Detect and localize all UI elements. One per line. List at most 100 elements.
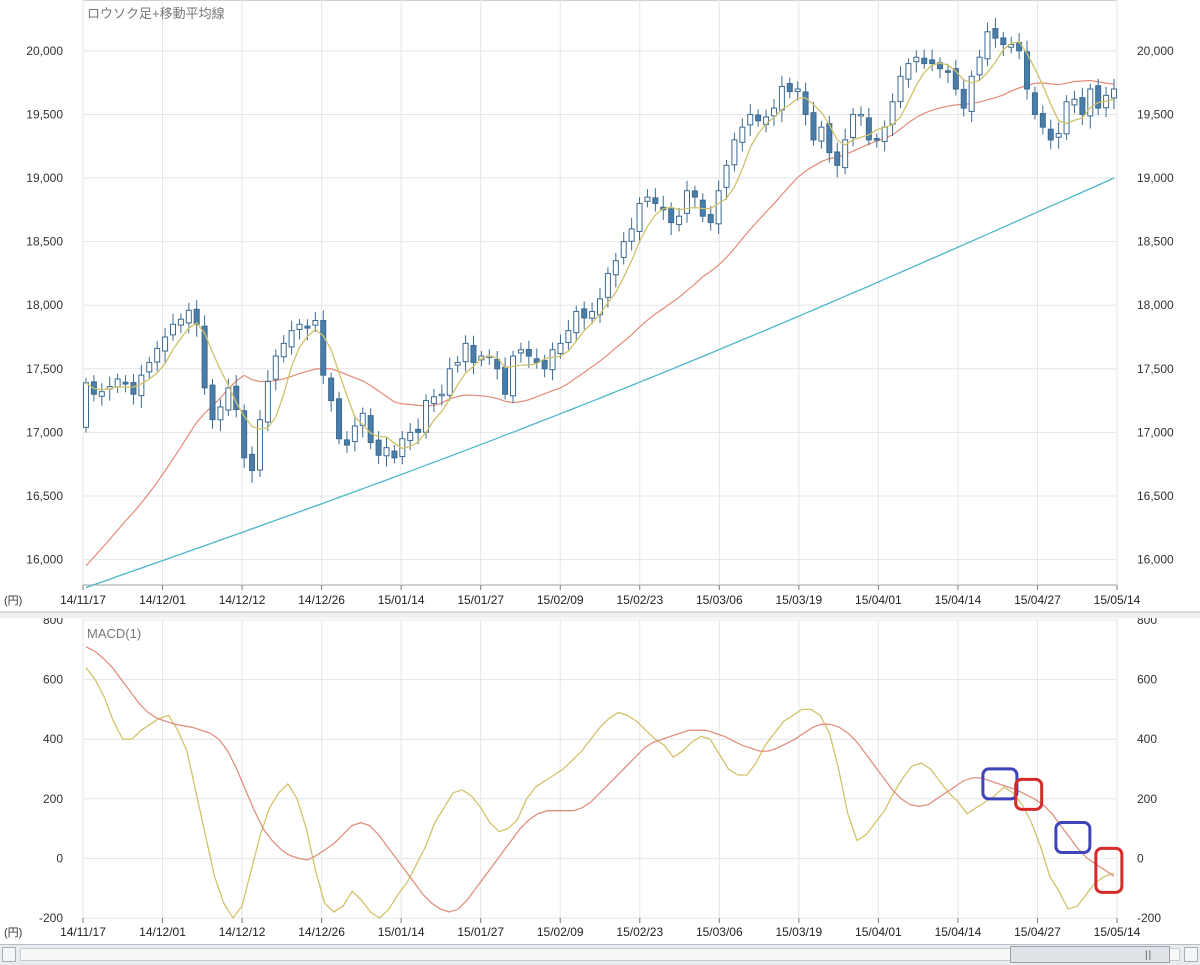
macd-xtick-label: 15/05/14 <box>1094 925 1141 939</box>
macd-ytick-right: 200 <box>1137 792 1157 806</box>
macd-ytick-left: -200 <box>39 911 63 925</box>
horizontal-scrollbar[interactable]: || <box>0 944 1200 965</box>
candle-body <box>921 57 928 65</box>
candle-body <box>770 107 777 117</box>
price-ytick-left: 19,500 <box>26 107 63 121</box>
candle-body <box>130 382 137 395</box>
candle-body <box>98 391 105 397</box>
candle-body <box>415 428 422 433</box>
macd-title: MACD(1) <box>87 626 141 641</box>
macd-ytick-left: 0 <box>56 851 63 865</box>
price-xtick-label: 14/12/26 <box>298 593 345 607</box>
candle-body <box>802 91 809 115</box>
candle-body <box>881 126 888 143</box>
highlight-box <box>1014 777 1044 811</box>
price-xtick-label: 15/02/09 <box>537 593 584 607</box>
candle-body <box>320 319 327 376</box>
chart-svg: 16,000 16,000 16,500 16,500 17,000 17,000 17,5… <box>0 0 1200 939</box>
candle-body <box>968 75 975 112</box>
candle-body <box>834 151 841 166</box>
price-ytick-right: 19,000 <box>1137 171 1174 185</box>
candle-body <box>264 381 271 423</box>
candle-body <box>533 358 540 363</box>
macd-ytick-right: -200 <box>1137 911 1161 925</box>
candle-body <box>193 308 200 325</box>
candle-body <box>1000 37 1007 46</box>
candle-body <box>351 425 358 443</box>
candle-body <box>1087 88 1094 117</box>
candle-body <box>146 361 153 373</box>
price-ytick-right: 16,500 <box>1137 489 1174 503</box>
candle-body <box>992 28 999 39</box>
macd-xtick-label: 15/03/19 <box>775 925 822 939</box>
candle-body <box>715 190 722 225</box>
candle-body <box>731 139 738 166</box>
candle-body <box>581 308 588 319</box>
candle-body <box>905 63 912 80</box>
candle-body <box>494 358 501 370</box>
scroll-thumb[interactable] <box>1010 946 1170 963</box>
candle-body <box>676 215 683 225</box>
macd-unit-label: (円) <box>4 927 22 939</box>
price-ytick-right: 16,000 <box>1137 553 1174 567</box>
candle-body <box>470 345 477 363</box>
candle-body <box>114 378 121 388</box>
candle-body <box>755 114 762 122</box>
candle-body <box>889 101 896 125</box>
candle-body <box>217 406 224 421</box>
macd-xtick-label: 15/04/01 <box>855 925 902 939</box>
candle-body <box>375 439 382 456</box>
price-ytick-right: 18,000 <box>1137 298 1174 312</box>
price-title: ロウソク足+移動平均線 <box>87 6 225 21</box>
candle-body <box>1079 97 1086 115</box>
candle-body <box>1047 128 1054 141</box>
candle-body <box>423 400 430 433</box>
price-ytick-left: 16,500 <box>26 489 63 503</box>
candle-body <box>636 202 643 232</box>
price-ytick-left: 16,000 <box>26 553 63 567</box>
macd-xtick-label: 14/11/17 <box>60 925 106 939</box>
price-ytick-right: 17,500 <box>1137 362 1174 376</box>
candle-body <box>857 113 864 117</box>
scroll-right-arrow-icon[interactable] <box>1184 947 1198 962</box>
macd-xtick-label: 15/01/27 <box>457 925 504 939</box>
candle-body <box>241 410 248 459</box>
highlight-box <box>1054 821 1092 855</box>
candle-body <box>328 377 335 402</box>
candle-body <box>668 208 675 224</box>
scroll-track[interactable] <box>20 948 1180 961</box>
candle-body <box>438 393 445 397</box>
candle-body <box>280 342 287 358</box>
candle-body <box>336 398 343 440</box>
price-xtick-label: 15/04/14 <box>935 593 982 607</box>
candle-body <box>122 381 129 385</box>
candle-body <box>367 415 374 444</box>
candle-body <box>343 439 350 446</box>
candle-body <box>249 453 256 472</box>
macd-xtick-label: 15/04/27 <box>1014 925 1061 939</box>
candle-body <box>976 56 983 76</box>
candle-body <box>525 348 532 357</box>
candle-body <box>272 355 279 380</box>
scroll-left-arrow-icon[interactable] <box>2 947 16 962</box>
candle-body <box>1039 113 1046 128</box>
candle-body <box>169 323 176 336</box>
candle-body <box>557 342 564 355</box>
candle-body <box>430 396 437 404</box>
macd-ytick-right: 400 <box>1137 732 1157 746</box>
candle-body <box>644 196 651 202</box>
candle-body <box>620 241 627 258</box>
candle-body <box>778 85 785 111</box>
scroll-grip-icon: || <box>1145 950 1153 961</box>
price-ytick-right: 18,500 <box>1137 235 1174 249</box>
candle-body <box>1024 51 1031 90</box>
candle-body <box>929 59 936 65</box>
macd-series-signal <box>85 646 1115 913</box>
candle-body <box>850 113 857 138</box>
macd-series-macd <box>85 667 1115 920</box>
candle-body <box>810 112 817 141</box>
price-ytick-left: 17,000 <box>26 425 63 439</box>
candle-body <box>739 126 746 143</box>
candle-body <box>628 228 635 242</box>
macd-ytick-left: 600 <box>43 673 63 687</box>
